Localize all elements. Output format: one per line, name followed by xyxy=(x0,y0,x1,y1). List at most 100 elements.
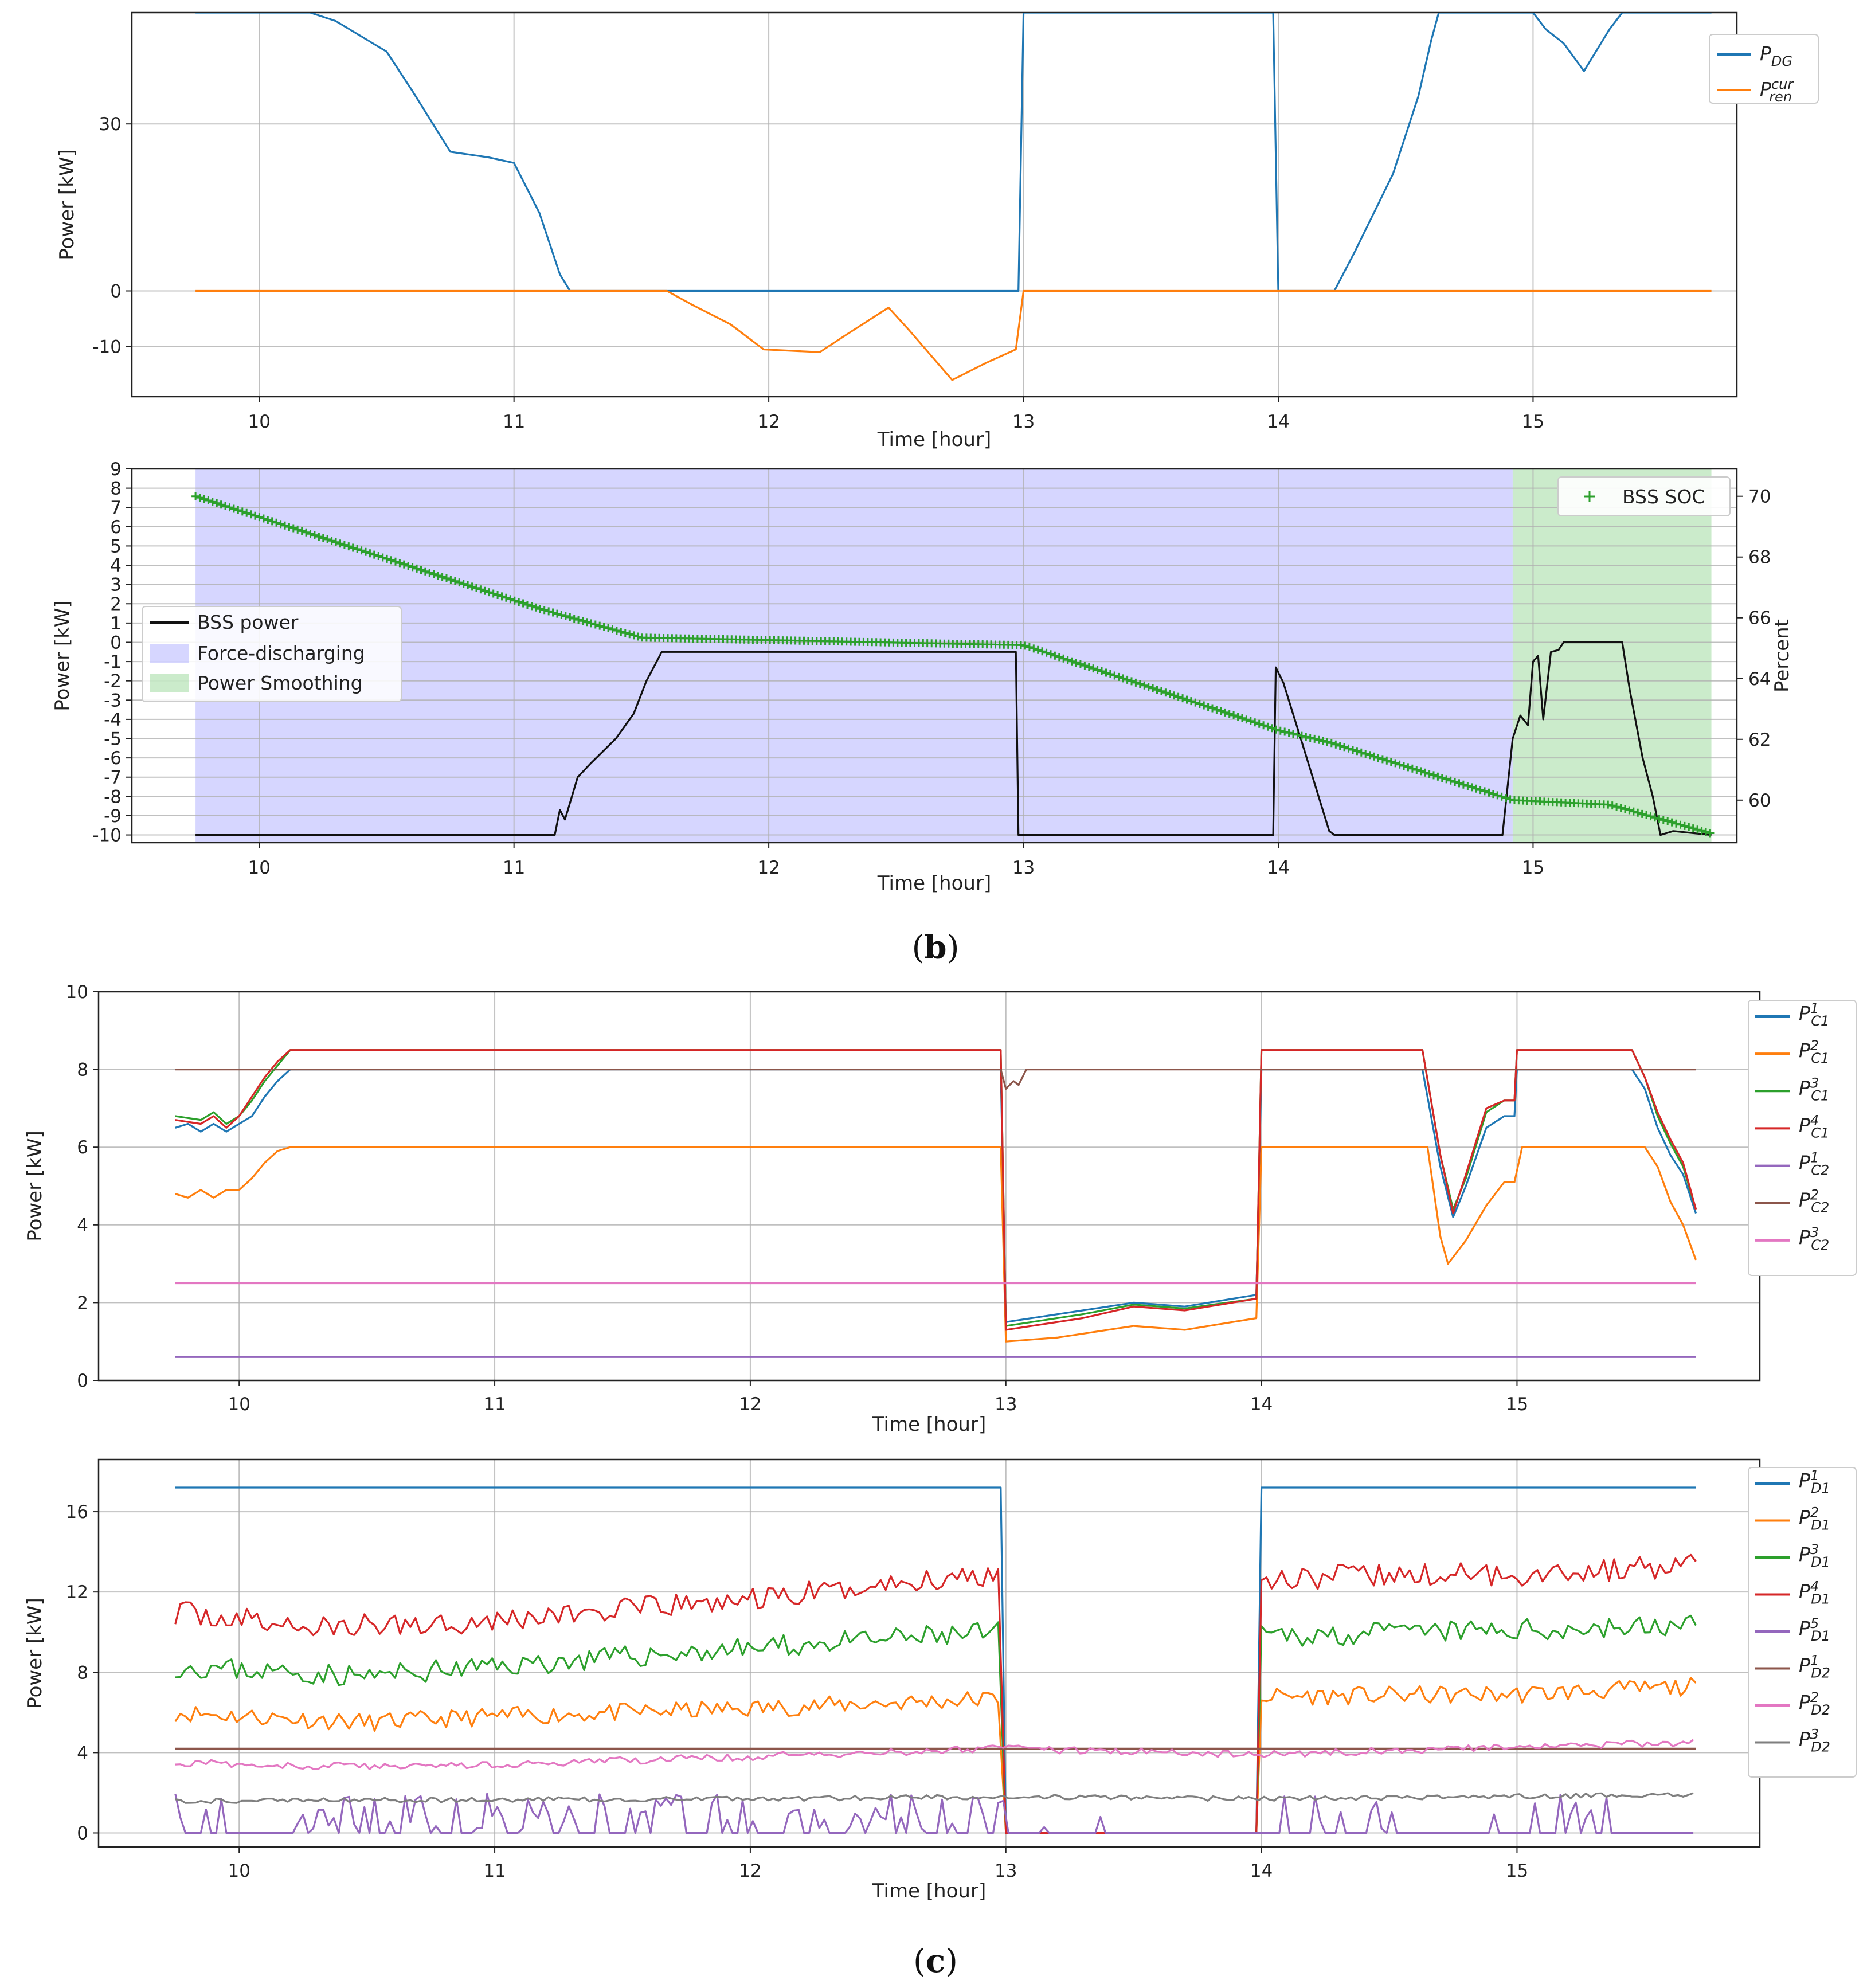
y-right-tick-label: 66 xyxy=(1748,608,1771,629)
y-axis-label: Power [kW] xyxy=(24,1130,46,1241)
legend-box xyxy=(142,606,402,702)
caption-c: (c) xyxy=(913,1942,958,1980)
legend-label: BSS power xyxy=(197,611,299,633)
x-tick-label: 15 xyxy=(1522,412,1544,432)
y-tick-label: 2 xyxy=(110,594,122,615)
x-axis-label: Time [hour] xyxy=(872,1880,986,1903)
legend-swatch xyxy=(1584,491,1595,502)
x-tick-label: 13 xyxy=(1012,412,1035,432)
plot-frame xyxy=(97,1458,1761,1848)
legend-label: P4 D1 xyxy=(1799,1579,1830,1607)
series-markers-bss-soc xyxy=(191,492,1715,838)
x-tick-label: 15 xyxy=(1522,858,1544,878)
y-tick-label: -5 xyxy=(104,729,122,750)
y-tick-label: 2 xyxy=(77,1293,88,1313)
x-axis-label: Time [hour] xyxy=(872,1413,986,1436)
span-power-smoothing xyxy=(1512,469,1712,843)
x-tick-label: 11 xyxy=(483,1861,506,1881)
y-tick-label: 6 xyxy=(77,1137,88,1158)
plot-frame xyxy=(131,468,1738,844)
y-tick-label: 0 xyxy=(77,1823,88,1844)
y-right-axis-label: Percent xyxy=(1771,619,1794,692)
legend-label: P1 D1 xyxy=(1799,1467,1830,1496)
legend-label: P1 D2 xyxy=(1799,1653,1830,1681)
legend-label: P3 C1 xyxy=(1799,1075,1829,1103)
series-line-p-c1-1 xyxy=(175,1069,1697,1323)
legend-label: P2 D2 xyxy=(1799,1689,1830,1718)
legend-label: PDG xyxy=(1760,42,1792,69)
caption-b: (b) xyxy=(912,929,960,966)
x-tick-label: 15 xyxy=(1506,1394,1528,1415)
legend: P1 C1 P2 C1 P3 C1 P4 C1 P1 C2 P2 C2 P3 C2 xyxy=(1748,1000,1857,1276)
y-tick-label: 7 xyxy=(110,498,122,518)
legend-label: Power Smoothing xyxy=(197,672,363,694)
y-tick-label: 0 xyxy=(77,1371,88,1391)
chart-bss-power-soc: 10 11 12 13 14 159876543210-1-2-3-4-5-6-7-8-9… xyxy=(51,459,1794,895)
y-tick-label: 12 xyxy=(66,1582,88,1603)
chart-power-dg-curtailment: 10 11 12 13 14 15 -10 0 30 Time [hour] Power [kW] P… xyxy=(56,11,1819,451)
y-right-tick-label: 62 xyxy=(1748,730,1771,750)
y-right-tick-label: 70 xyxy=(1748,487,1771,507)
legend-label: P4 C1 xyxy=(1799,1112,1829,1141)
y-tick-label: 4 xyxy=(110,555,122,576)
x-axis-label: Time [hour] xyxy=(877,872,991,895)
y-tick-label: -4 xyxy=(104,710,122,730)
x-tick-label: 14 xyxy=(1267,412,1289,432)
y-tick-label: -3 xyxy=(104,690,122,711)
y-tick-label: -9 xyxy=(104,806,122,827)
x-tick-label: 10 xyxy=(248,412,270,432)
legend-label: Pcur ren xyxy=(1760,76,1794,105)
legend-label: P1 C2 xyxy=(1799,1150,1829,1179)
chart-discharger-power: 10 11 12 13 14 15 0 4 8 12 16 Time [hour] Power [kW]… xyxy=(24,1458,1857,1903)
legend-label: P3 D2 xyxy=(1799,1727,1830,1755)
y-tick-label: 6 xyxy=(110,517,122,538)
series-line-p-d1-5 xyxy=(174,1793,1694,1834)
x-tick-label: 12 xyxy=(739,1394,761,1415)
legend-label: P2 C1 xyxy=(1799,1038,1829,1066)
y-right-tick-label: 68 xyxy=(1748,547,1771,568)
y-tick-label: 4 xyxy=(77,1743,88,1763)
legend-label: P1 C1 xyxy=(1799,1000,1829,1029)
x-tick-label: 11 xyxy=(503,412,525,432)
x-tick-label: 13 xyxy=(995,1394,1017,1415)
x-tick-label: 13 xyxy=(1012,858,1035,878)
series-line-p-c1-3 xyxy=(175,1049,1697,1327)
x-tick-label: 12 xyxy=(739,1861,761,1881)
y-right-tick-label: 60 xyxy=(1748,790,1771,811)
y-tick-label: 1 xyxy=(110,613,122,634)
legend-swatch xyxy=(150,644,189,663)
y-tick-label: -10 xyxy=(92,337,122,358)
y-tick-label: -2 xyxy=(104,671,122,692)
legend: BSS power Force-discharging Power Smoothin… xyxy=(142,476,1731,702)
y-axis-label: Power [kW] xyxy=(51,600,74,711)
legend-label: Force-discharging xyxy=(197,642,365,664)
x-axis-label: Time [hour] xyxy=(877,428,991,451)
y-tick-label: 9 xyxy=(110,459,122,480)
x-tick-label: 14 xyxy=(1250,1861,1273,1881)
y-tick-label: 30 xyxy=(99,114,122,135)
y-tick-label: 5 xyxy=(110,536,122,557)
y-tick-label: -1 xyxy=(104,652,122,672)
series-line-p-c1-2 xyxy=(175,1146,1697,1343)
y-axis-label: Power [kW] xyxy=(24,1598,46,1708)
y-right-tick-label: 64 xyxy=(1748,669,1771,690)
y-tick-label: -7 xyxy=(104,768,122,788)
y-tick-label: 8 xyxy=(77,1060,88,1081)
x-tick-label: 10 xyxy=(228,1861,250,1881)
legend-box-soc xyxy=(1557,476,1731,516)
span-force-discharging xyxy=(195,469,1513,843)
y-tick-label: 10 xyxy=(66,982,88,1003)
x-tick-label: 11 xyxy=(483,1394,506,1415)
y-tick-label: 4 xyxy=(77,1215,88,1236)
series-line-p-d1-3 xyxy=(175,1614,1697,1834)
x-tick-label: 13 xyxy=(995,1861,1017,1881)
series-line-p-dg xyxy=(195,13,1712,292)
legend: PDG Pcur ren xyxy=(1709,34,1819,105)
series-line-bss-power xyxy=(195,641,1712,836)
legend: P1 D1 P2 D1 P3 D1 P4 D1 P5 D1 P1 D2 P2 D2 P3 D2 xyxy=(1748,1467,1857,1778)
y-tick-label: 8 xyxy=(77,1662,88,1683)
legend-box xyxy=(1709,34,1819,104)
y-tick-label: 3 xyxy=(110,575,122,596)
legend-label: P2 D1 xyxy=(1799,1505,1830,1533)
